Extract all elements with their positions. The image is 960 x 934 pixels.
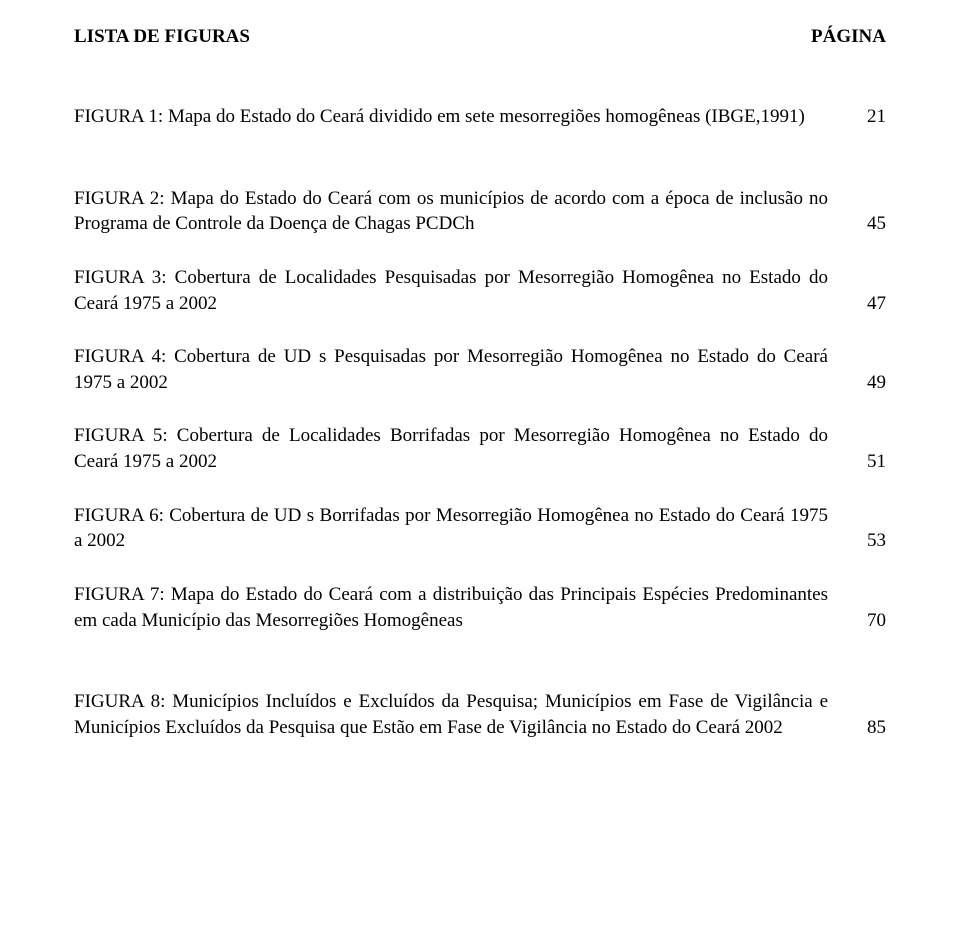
figure-entry-text: FIGURA 5: Cobertura de Localidades Borri… [74,423,828,474]
figure-entry: FIGURA 8: Municípios Incluídos e Excluíd… [74,689,886,740]
figure-entry-page: 21 [828,104,886,130]
figure-entry-text: FIGURA 1: Mapa do Estado do Ceará dividi… [74,104,828,130]
figure-entry-text: FIGURA 3: Cobertura de Localidades Pesqu… [74,265,828,316]
figure-entry: FIGURA 3: Cobertura de Localidades Pesqu… [74,265,886,316]
header-row: LISTA DE FIGURAS PÁGINA [74,26,886,48]
figure-entry-page: 49 [828,370,886,396]
figure-entry-page: 45 [828,211,886,237]
figure-entry: FIGURA 1: Mapa do Estado do Ceará dividi… [74,104,886,130]
figure-list: FIGURA 1: Mapa do Estado do Ceará dividi… [74,104,886,741]
header-left: LISTA DE FIGURAS [74,26,250,48]
figure-entry: FIGURA 4: Cobertura de UD s Pesquisadas … [74,344,886,395]
figure-entry-text: FIGURA 2: Mapa do Estado do Ceará com os… [74,186,828,237]
header-right: PÁGINA [811,26,886,48]
figure-entry-text: FIGURA 4: Cobertura de UD s Pesquisadas … [74,344,828,395]
figure-entry: FIGURA 6: Cobertura de UD s Borrifadas p… [74,503,886,554]
figure-entry: FIGURA 7: Mapa do Estado do Ceará com a … [74,582,886,633]
figure-entry-page: 70 [828,608,886,634]
figure-entry: FIGURA 5: Cobertura de Localidades Borri… [74,423,886,474]
figure-entry-text: FIGURA 7: Mapa do Estado do Ceará com a … [74,582,828,633]
figure-entry-page: 47 [828,291,886,317]
figure-entry: FIGURA 2: Mapa do Estado do Ceará com os… [74,186,886,237]
figure-entry-page: 51 [828,449,886,475]
figure-entry-page: 85 [828,715,886,741]
figure-entry-text: FIGURA 8: Municípios Incluídos e Excluíd… [74,689,828,740]
figure-entry-text: FIGURA 6: Cobertura de UD s Borrifadas p… [74,503,828,554]
page-container: LISTA DE FIGURAS PÁGINA FIGURA 1: Mapa d… [0,0,960,809]
figure-entry-page: 53 [828,528,886,554]
